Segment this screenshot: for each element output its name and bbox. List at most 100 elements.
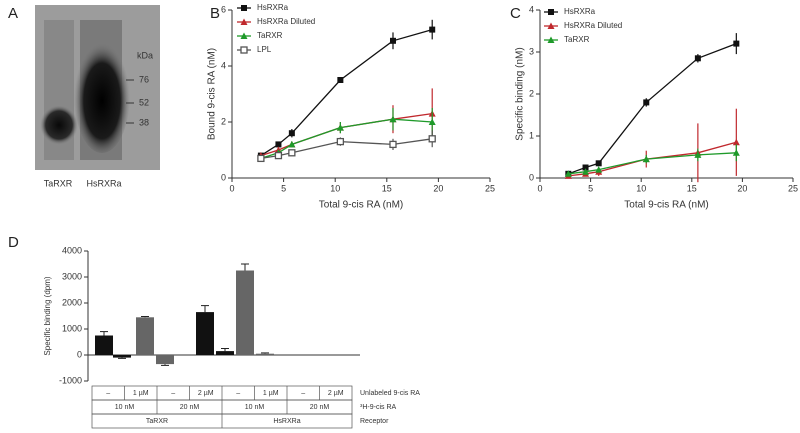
marker [240,18,248,25]
table-row-label: Unlabeled 9-cis RA [360,390,420,397]
panel-label: A [8,5,18,22]
marker-label: 38 [139,117,149,127]
x-tick-label: 25 [485,183,495,193]
marker [288,130,295,137]
marker [642,155,650,163]
table-cell: 10 nM [115,404,135,411]
y-tick-label: -1000 [59,375,82,385]
y-tick-label: 0 [221,172,226,182]
marker [595,166,603,173]
marker-label: 76 [139,74,149,84]
x-tick-label: 5 [281,183,286,193]
marker [336,124,344,131]
marker [275,141,282,148]
y-tick-label: 2 [221,116,226,126]
panel-label: D [8,234,19,251]
panel-label: C [510,5,521,22]
marker [389,37,396,44]
legend-label: TaRXR [257,31,283,40]
y-tick-label: 0 [529,172,534,182]
table-cell: – [301,390,305,397]
legend-label: HsRXRa Diluted [257,17,315,26]
bar [196,312,214,355]
series-line [260,28,433,157]
marker [428,118,436,125]
marker [564,170,572,177]
bar [136,317,154,355]
x-tick-label: 0 [537,183,542,193]
y-tick-label: 4000 [62,245,82,255]
table-cell: 20 nM [310,404,330,411]
y-tick-label: 0 [77,349,82,359]
y-axis-label: Bound 9-cis RA (nM) [207,48,218,140]
x-tick-label: 15 [382,183,392,193]
x-tick-label: 15 [687,183,697,193]
table-cell: 1 µM [133,390,149,397]
marker [336,137,345,146]
marker [288,140,296,148]
marker [548,9,554,15]
legend-label: HsRXRa Diluted [564,21,622,30]
marker [582,164,589,171]
legend-label: HsRXRa [564,7,596,16]
table-cell: 1 µM [263,390,279,397]
y-tick-label: 3000 [62,271,82,281]
y-tick-label: 6 [221,4,226,14]
bar [95,335,113,355]
gel [35,5,160,170]
legend-label: TaRXR [564,35,590,44]
marker [733,40,740,47]
panel-label: B [210,5,220,22]
marker [428,135,436,143]
marker [595,160,602,167]
marker [240,46,248,54]
marker [732,149,740,156]
lane-label: TaRXR [44,178,73,188]
marker [288,149,296,157]
lane-label: HsRXRa [86,178,121,188]
table-cell: – [106,390,110,397]
x-tick-label: 10 [330,183,340,193]
y-tick-label: 1000 [62,323,82,333]
marker [274,151,283,160]
marker [241,5,247,11]
x-axis-label: Total 9-cis RA (nM) [319,200,403,211]
y-tick-label: 2 [529,88,534,98]
legend-label: HsRXRa [257,3,289,12]
marker [582,168,590,175]
marker [257,154,265,163]
unit-label: kDa [137,50,153,60]
y-axis-label: Specific binding (nM) [515,47,526,140]
table-cell: – [171,390,175,397]
bar [113,355,131,358]
y-tick-label: 2000 [62,297,82,307]
table-cell: HsRXRa [273,418,300,425]
table-cell: 2 µM [328,390,344,397]
marker [643,99,650,106]
table-cell: 20 nM [180,404,200,411]
band [74,37,130,153]
series-line [568,152,737,175]
y-tick-label: 4 [529,4,534,14]
marker [694,151,702,158]
y-tick-label: 4 [221,60,226,70]
marker [694,55,701,62]
bar [236,270,254,355]
marker [547,36,555,43]
marker [429,26,436,33]
table-cell: 2 µM [198,390,214,397]
x-axis-label: Total 9-cis RA (nM) [624,200,708,211]
table-cell: TaRXR [146,418,168,425]
band [40,105,78,145]
table-row-label: Receptor [360,418,389,425]
table-row-label: ³H-9-cis RA [360,404,396,411]
marker-label: 52 [139,97,149,107]
y-tick-label: 1 [529,130,534,140]
x-tick-label: 20 [433,183,443,193]
marker [547,22,555,29]
marker [240,32,248,39]
y-axis-label: Specific binding (dpm) [43,276,52,355]
x-tick-label: 0 [229,183,234,193]
bar [216,351,234,355]
